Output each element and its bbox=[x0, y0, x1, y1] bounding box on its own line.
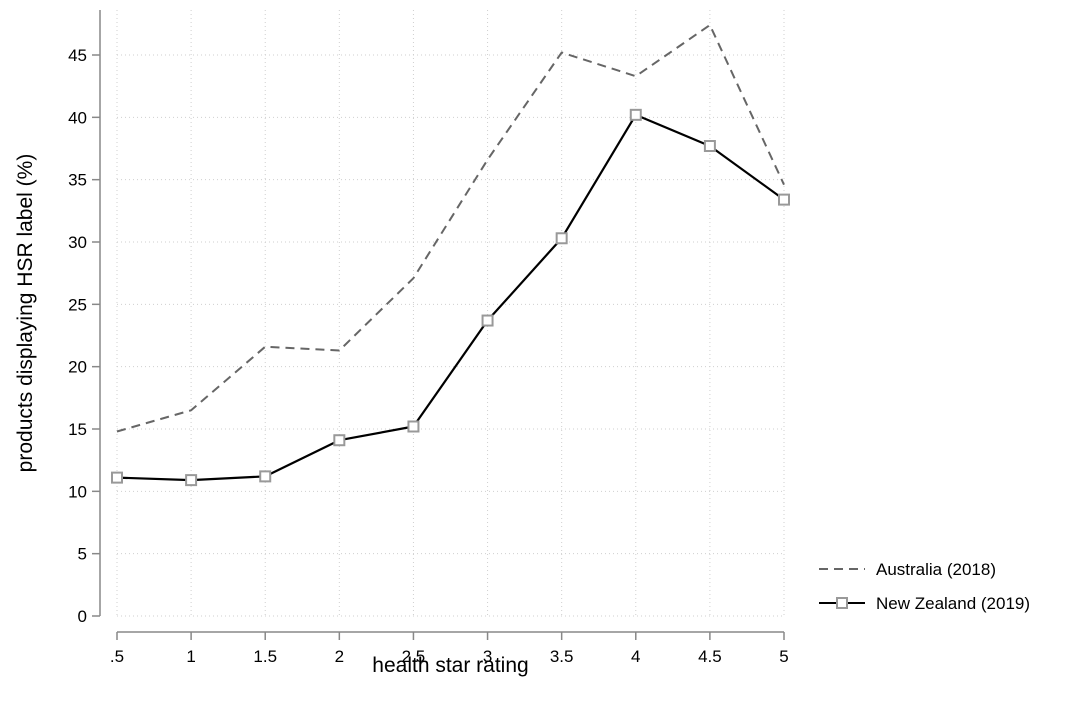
x-tick-label: 5 bbox=[779, 647, 788, 666]
legend: Australia (2018) New Zealand (2019) bbox=[819, 560, 1030, 613]
axes bbox=[99, 10, 784, 633]
legend-marker bbox=[836, 597, 848, 609]
legend-label-1: Australia (2018) bbox=[876, 560, 996, 579]
series-line-2 bbox=[116, 113, 785, 482]
y-tick-label: 15 bbox=[68, 420, 87, 439]
x-tick-label: 1 bbox=[186, 647, 195, 666]
data-point-marker bbox=[481, 314, 494, 327]
data-point-marker bbox=[407, 420, 420, 433]
data-point-marker bbox=[333, 434, 346, 447]
y-tick-label: 5 bbox=[78, 545, 87, 564]
y-axis-title: products displaying HSR label (%) bbox=[14, 154, 37, 473]
data-point-marker bbox=[778, 193, 790, 206]
data-point-marker bbox=[703, 140, 716, 153]
y-tick-label: 35 bbox=[68, 171, 87, 190]
x-tick-label: .5 bbox=[110, 647, 124, 666]
y-tick-label: 45 bbox=[68, 46, 87, 65]
data-point-marker bbox=[629, 108, 642, 121]
data-point-marker bbox=[111, 471, 123, 484]
y-tick-label: 30 bbox=[68, 233, 87, 252]
x-tick-label: 4.5 bbox=[698, 647, 722, 666]
y-tick-label: 25 bbox=[68, 295, 87, 314]
x-axis-title: health star rating bbox=[372, 654, 528, 677]
data-point-marker bbox=[259, 470, 272, 483]
x-tick-label: 4 bbox=[631, 647, 640, 666]
y-tick-label: 10 bbox=[68, 482, 87, 501]
ticks: .5 1 1.5 2 2.5 3 3.5 4 4.5 5 0 5 10 15 20 25 30 35 40 45 bbox=[68, 46, 789, 666]
x-tick-label: 3 bbox=[483, 647, 492, 666]
x-tick-label: 1.5 bbox=[253, 647, 277, 666]
y-tick-label: 20 bbox=[68, 358, 87, 377]
series bbox=[111, 24, 790, 487]
x-tick-label: 2 bbox=[335, 647, 344, 666]
data-point-marker bbox=[555, 232, 568, 245]
data-point-marker bbox=[185, 474, 198, 487]
y-tick-label: 0 bbox=[78, 607, 87, 626]
grid bbox=[116, 10, 785, 617]
series-line-1 bbox=[116, 24, 785, 433]
x-tick-label: 3.5 bbox=[550, 647, 574, 666]
y-tick-label: 40 bbox=[68, 108, 87, 127]
x-tick-label: 2.5 bbox=[402, 647, 426, 666]
legend-label-2: New Zealand (2019) bbox=[876, 594, 1030, 613]
